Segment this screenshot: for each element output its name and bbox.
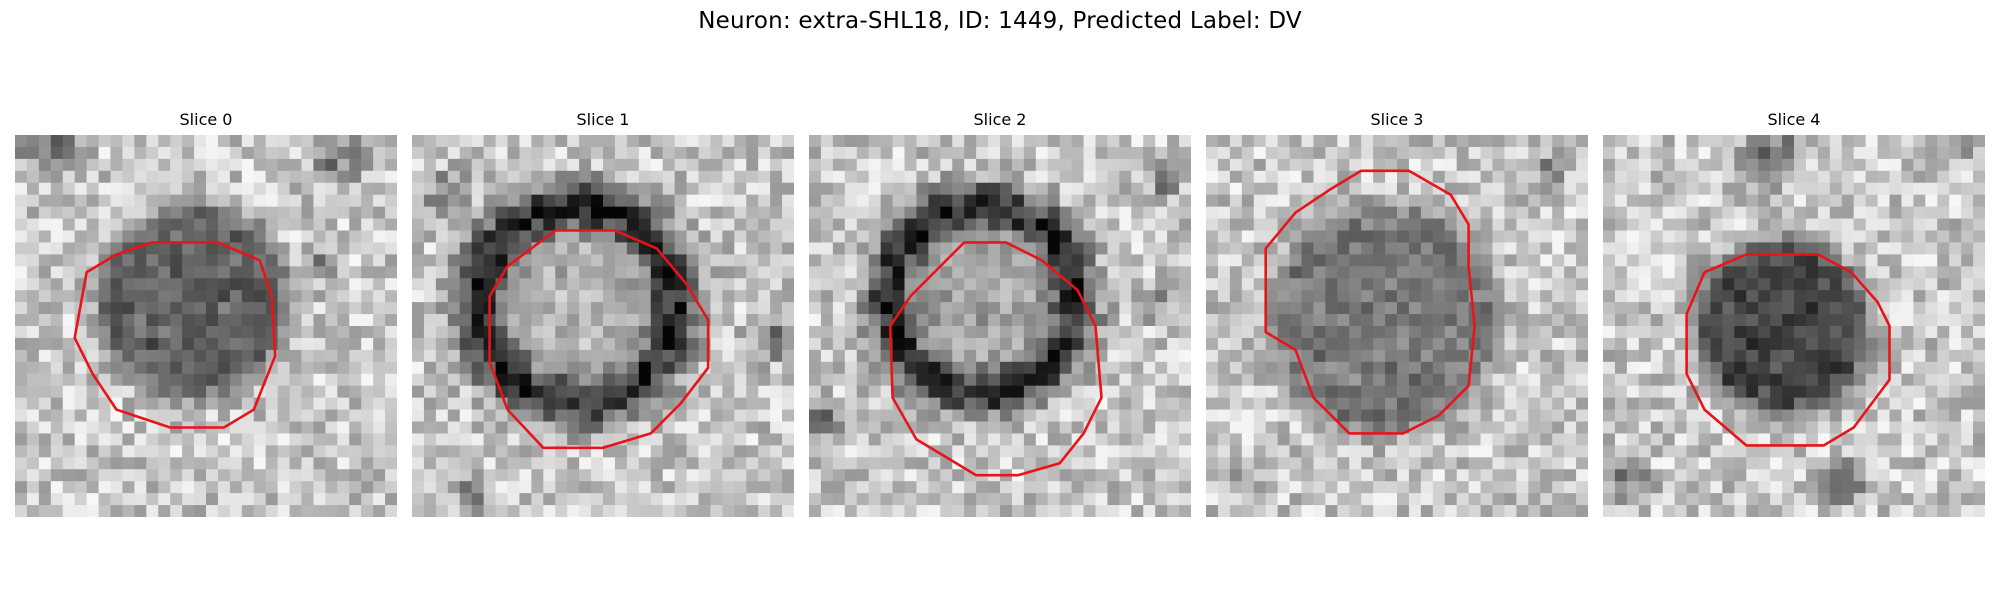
- slice-panel-2: Slice 2: [809, 108, 1191, 517]
- slice-title: Slice 0: [179, 110, 233, 129]
- slice-image: [1206, 135, 1588, 517]
- slice-image: [15, 135, 397, 517]
- slice-panel-0: Slice 0: [15, 108, 397, 517]
- roi-outline: [488, 229, 710, 450]
- slice-image: [1603, 135, 1985, 517]
- slice-image: [809, 135, 1191, 517]
- figure-title: Neuron: extra-SHL18, ID: 1449, Predicted…: [698, 8, 1302, 34]
- roi-outline: [1264, 169, 1476, 435]
- slice-panel-3: Slice 3: [1206, 108, 1588, 517]
- slice-title: Slice 3: [1370, 110, 1424, 129]
- slice-panel-1: Slice 1: [412, 108, 794, 517]
- roi-outline: [73, 241, 277, 429]
- roi-outline: [1685, 253, 1891, 447]
- slice-title: Slice 1: [576, 110, 630, 129]
- slice-image: [412, 135, 794, 517]
- slice-title: Slice 2: [973, 110, 1027, 129]
- roi-outline: [888, 241, 1103, 477]
- slice-title: Slice 4: [1767, 110, 1821, 129]
- slice-panel-4: Slice 4: [1603, 108, 1985, 517]
